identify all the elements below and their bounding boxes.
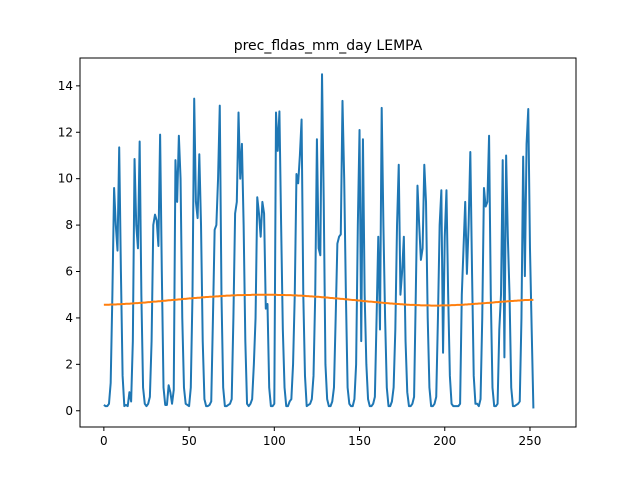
series-line-1 [103, 73, 535, 409]
x-tick-label: 0 [100, 434, 108, 448]
y-tick-label: 10 [58, 172, 73, 186]
y-tick-label: 2 [65, 357, 73, 371]
x-tick-label: 50 [181, 434, 196, 448]
y-tick-label: 14 [58, 79, 73, 93]
y-tick-label: 8 [65, 218, 73, 232]
chart-title: prec_fldas_mm_day LEMPA [234, 38, 423, 54]
y-tick-label: 4 [65, 311, 73, 325]
axes-frame [79, 57, 577, 428]
plot-area [103, 73, 535, 409]
x-tick-label: 250 [519, 434, 542, 448]
x-tick-label: 150 [348, 434, 371, 448]
x-tick-label: 100 [263, 434, 286, 448]
y-tick-label: 12 [58, 125, 73, 139]
series-line-2 [103, 293, 534, 307]
axis-ticks: 0 50 100 150 200 250 0 2 4 6 8 10 12 14 [58, 79, 542, 448]
y-tick-label: 0 [65, 404, 73, 418]
x-tick-label: 200 [433, 434, 456, 448]
y-tick-label: 6 [65, 265, 73, 279]
